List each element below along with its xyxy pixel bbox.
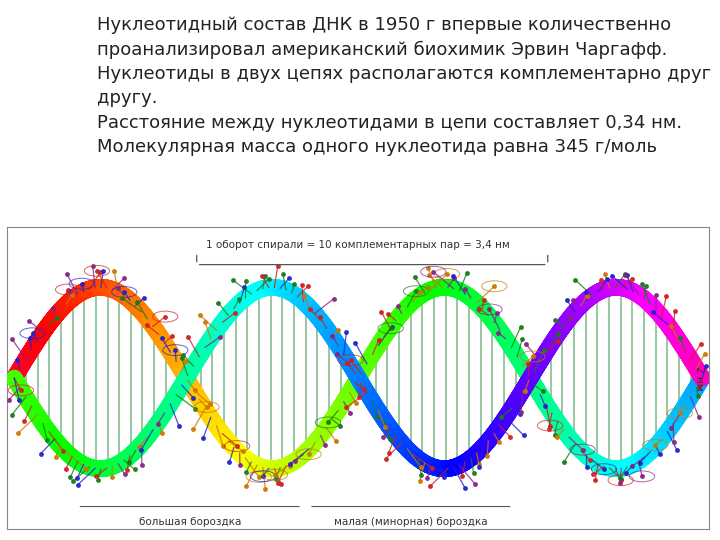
Text: 2 нм: 2 нм — [694, 366, 704, 390]
Text: малая (минорная) бороздка: малая (минорная) бороздка — [334, 517, 487, 527]
Text: Нуклеотидный состав ДНК в 1950 г впервые количественно
проанализировал американс: Нуклеотидный состав ДНК в 1950 г впервые… — [97, 16, 711, 156]
Text: 1 оборот спирали = 10 комплементарных пар = 3,4 нм: 1 оборот спирали = 10 комплементарных па… — [207, 240, 510, 251]
Text: большая бороздка: большая бороздка — [138, 517, 241, 527]
